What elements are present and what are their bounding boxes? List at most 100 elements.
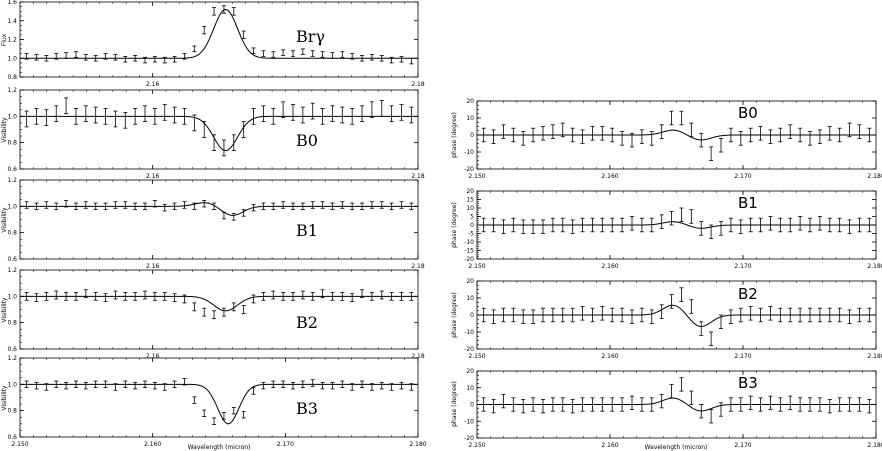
data-point (629, 132, 634, 148)
data-point (221, 5, 226, 14)
x-tick-label: 2.170 (734, 263, 751, 270)
data-point (728, 217, 733, 233)
data-point (93, 380, 98, 389)
data-point (620, 397, 625, 412)
data-point (788, 395, 793, 410)
data-point (560, 122, 565, 138)
data-point (738, 307, 743, 323)
data-point (172, 55, 177, 63)
data-point (679, 110, 684, 126)
y-tick-label: -20 (464, 256, 474, 263)
y-tick-label: 10 (466, 295, 474, 302)
data-point (123, 55, 128, 63)
data-point (501, 219, 506, 234)
y-tick-label: 20 (466, 368, 474, 375)
data-point (709, 146, 714, 161)
data-point (788, 124, 793, 139)
y-tick-label: 10 (466, 205, 474, 212)
data-point (560, 307, 565, 323)
data-point (83, 54, 88, 61)
data-point (162, 104, 167, 121)
data-point (847, 397, 852, 412)
data-point (738, 219, 743, 234)
phase-b0-panel: B0 phase (degree) -20 -10 0 10 20 2.150 2.160… (451, 98, 882, 180)
x-tick-label: 2.150 (11, 441, 28, 448)
data-point (261, 50, 266, 57)
data-point (172, 106, 177, 124)
data-point (738, 131, 743, 146)
data-point (540, 219, 545, 234)
data-point (570, 127, 575, 143)
data-point (521, 309, 526, 324)
data-point (172, 293, 177, 303)
data-point (93, 55, 98, 62)
data-point (827, 217, 832, 233)
data-point (350, 202, 355, 211)
data-point (409, 291, 414, 301)
data-point (182, 294, 187, 304)
data-point (669, 210, 674, 226)
data-point (778, 307, 783, 323)
data-point (379, 201, 384, 209)
phase-b2-panel: B2 phase (degree) -20 -10 0 10 20 2.150 2.160… (451, 278, 882, 360)
data-point (560, 397, 565, 412)
y-tick-label: 1.0 (7, 55, 17, 62)
panel-label: Brγ (296, 27, 325, 46)
data-point (748, 395, 753, 410)
data-point (54, 290, 59, 300)
data-point (867, 399, 872, 414)
data-point (491, 399, 496, 414)
data-point (162, 56, 167, 64)
data-point (93, 291, 98, 301)
data-point (600, 397, 605, 412)
data-point (34, 202, 39, 211)
x-tick-label: 2.170 (734, 442, 751, 449)
data-point (481, 127, 486, 143)
data-point (639, 397, 644, 412)
data-point (44, 201, 49, 209)
y-tick-label: 1.0 (7, 113, 17, 120)
data-point (550, 397, 555, 412)
data-point (580, 306, 585, 321)
data-point (600, 217, 605, 233)
data-point (399, 55, 404, 63)
data-point (669, 110, 674, 126)
data-point (261, 291, 266, 301)
y-tick-label: 1.0 (7, 381, 17, 388)
y-tick-label: 1.2 (7, 37, 17, 44)
data-point (162, 291, 167, 301)
data-point (231, 134, 236, 151)
data-point (719, 402, 724, 417)
data-point (133, 108, 138, 125)
data-point (689, 390, 694, 405)
data-point (300, 380, 305, 389)
data-point (103, 293, 108, 303)
data-point (758, 307, 763, 323)
data-point (241, 410, 246, 419)
data-point (659, 304, 664, 319)
data-point (709, 224, 714, 240)
data-point (340, 201, 345, 209)
data-point (788, 307, 793, 323)
y-tick-label: -10 (464, 239, 474, 246)
data-point (639, 129, 644, 144)
data-point (719, 137, 724, 153)
data-point (699, 404, 704, 419)
data-point (231, 213, 236, 221)
data-point (310, 379, 315, 387)
panel-label: B3 (738, 374, 758, 392)
x-tick-label: 2.170 (734, 173, 751, 180)
data-point (649, 397, 654, 412)
data-point (202, 200, 207, 208)
x-tick-label: 2.16 (146, 173, 160, 180)
x-tick-label: 2.150 (468, 173, 485, 180)
data-point (123, 201, 128, 209)
y-tick-label: 20 (466, 98, 474, 105)
x-tick-label: 2.160 (601, 353, 618, 360)
data-point (837, 217, 842, 233)
data-point (310, 291, 315, 301)
y-tick-label: 0 (470, 402, 474, 409)
data-point (399, 104, 404, 121)
y-tick-label: 0.6 (7, 256, 17, 263)
data-point (778, 397, 783, 412)
